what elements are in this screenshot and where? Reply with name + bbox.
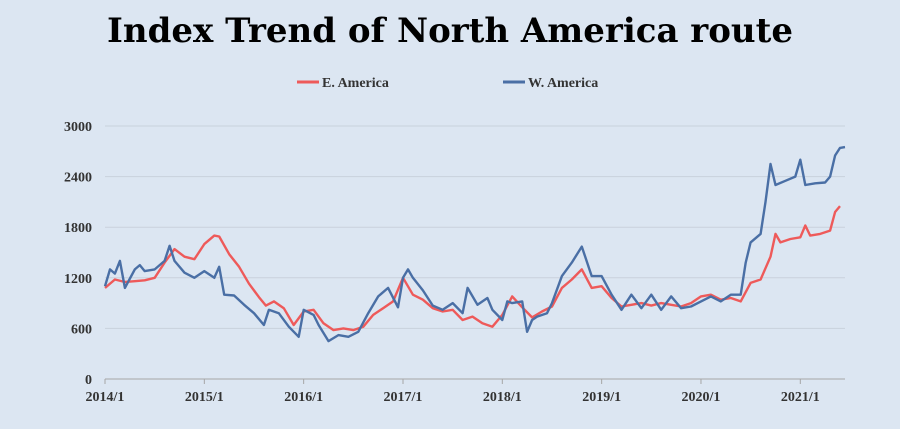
x-tick-label-2021-1: 2021/1 bbox=[781, 390, 820, 405]
gridlines bbox=[105, 125, 845, 329]
x-tick-label-2018-1: 2018/1 bbox=[483, 390, 522, 405]
y-tick-label-0: 0 bbox=[85, 373, 92, 388]
legend-label-w-america: W. America bbox=[528, 76, 598, 91]
x-tick-label-2016-1: 2016/1 bbox=[284, 390, 323, 405]
legend-label-e-america: E. America bbox=[322, 76, 389, 91]
x-tick-label-2014-1: 2014/1 bbox=[86, 390, 125, 405]
x-tick-label-2015-1: 2015/1 bbox=[185, 390, 224, 405]
y-tick-label-1200: 1200 bbox=[64, 272, 92, 287]
y-tick-label-1800: 1800 bbox=[64, 221, 92, 236]
chart-title: Index Trend of North America route bbox=[107, 11, 793, 51]
y-tick-label-600: 600 bbox=[71, 322, 92, 337]
legend: E. America W. America bbox=[297, 76, 598, 91]
x-tick-label-2019-1: 2019/1 bbox=[582, 390, 621, 405]
series-line-e-america bbox=[104, 205, 841, 332]
series-line-w-america bbox=[103, 145, 846, 343]
x-tick-label-2017-1: 2017/1 bbox=[384, 390, 423, 405]
y-tick-label-3000: 3000 bbox=[64, 120, 92, 135]
series bbox=[103, 145, 846, 343]
y-tick-label-2400: 2400 bbox=[64, 171, 92, 186]
x-tick-label-2020-1: 2020/1 bbox=[682, 390, 721, 405]
axes: 0 600 1200 1800 2400 3000 2014/1 2015/1 2016/1 20… bbox=[64, 120, 845, 405]
